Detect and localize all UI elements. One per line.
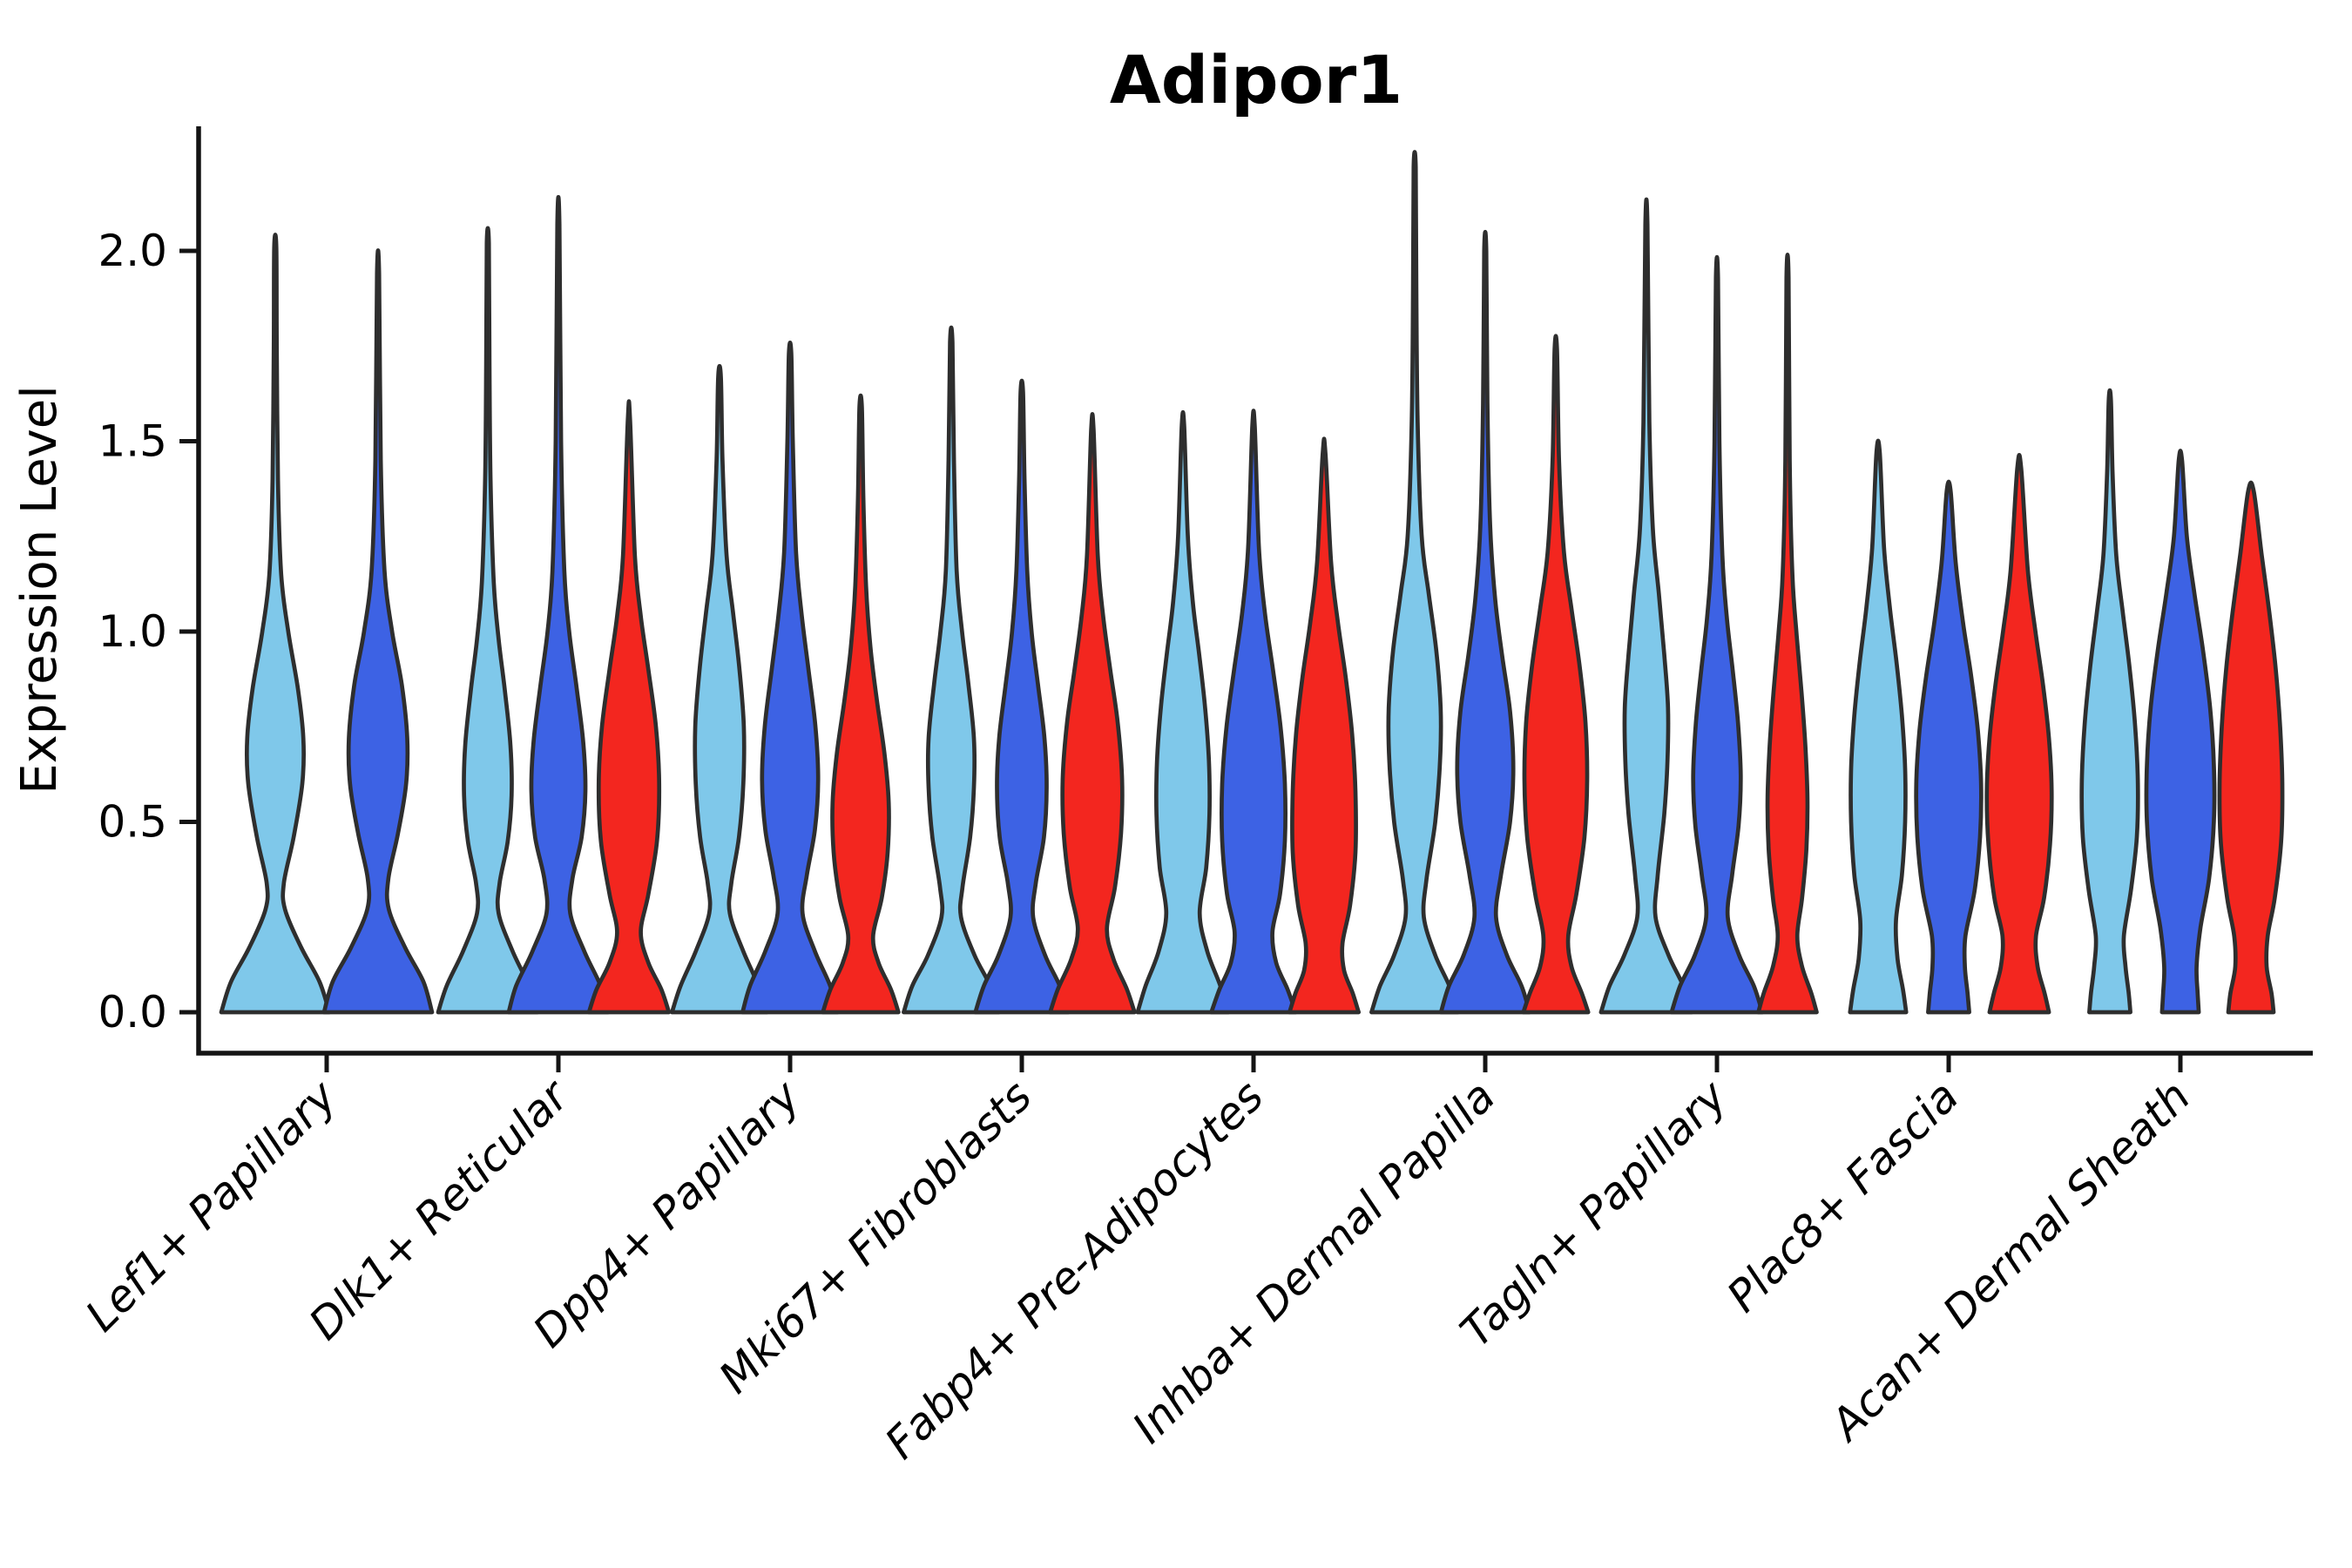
y-tick-label: 0.5	[98, 797, 167, 848]
violin-2-skyblue	[436, 226, 540, 1015]
violin-1-royalblue	[321, 248, 435, 1015]
violins-layer	[219, 150, 2285, 1015]
x-tick-label-8: Plac8+ Fascia	[1718, 1071, 1969, 1321]
violin-1-skyblue	[219, 233, 332, 1015]
violin-6-skyblue	[1369, 150, 1460, 1015]
violin-9-skyblue	[2079, 388, 2140, 1015]
y-tick-label: 1.0	[98, 606, 167, 657]
x-tick-label-1: Lef1+ Papillary	[76, 1070, 347, 1341]
violin-4-skyblue	[902, 325, 1001, 1015]
violin-9-red	[2217, 480, 2285, 1015]
x-tick-label-5: Fabp4+ Pre-Adipocytes	[875, 1071, 1274, 1469]
violin-6-royalblue	[1438, 229, 1532, 1015]
violin-9-royalblue	[2144, 449, 2217, 1015]
violin-5-royalblue	[1209, 409, 1298, 1015]
y-axis-label: Expression Level	[11, 385, 68, 794]
violin-4-red	[1048, 412, 1137, 1015]
violin-8-royalblue	[1914, 479, 1984, 1015]
chart-title: Adipor1	[1110, 41, 1402, 118]
violin-5-skyblue	[1135, 409, 1231, 1015]
violin-7-royalblue	[1669, 254, 1765, 1015]
y-tick-label: 0.0	[98, 987, 167, 1037]
violin-4-royalblue	[973, 378, 1071, 1015]
violin-2-royalblue	[506, 194, 611, 1015]
violin-7-skyblue	[1598, 197, 1694, 1015]
violin-3-royalblue	[740, 341, 840, 1015]
violin-3-red	[821, 393, 901, 1015]
violin-6-red	[1521, 334, 1591, 1015]
violin-7-red	[1756, 253, 1819, 1015]
violin-5-red	[1287, 436, 1362, 1015]
axis-spines	[196, 126, 2313, 1056]
y-tick-label: 2.0	[98, 226, 167, 276]
violin-8-red	[1984, 452, 2054, 1015]
y-tick-label: 1.5	[98, 416, 167, 467]
violin-8-skyblue	[1848, 438, 1909, 1015]
violin-3-skyblue	[670, 363, 769, 1015]
violin-2-red	[586, 399, 672, 1015]
